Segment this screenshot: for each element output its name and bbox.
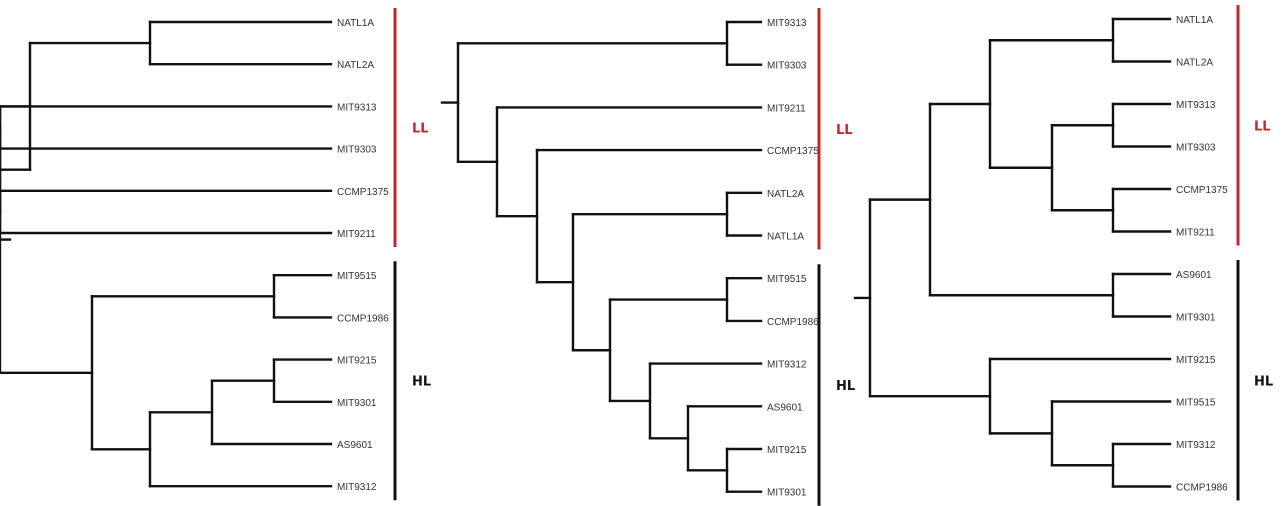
tree-1: NATL1A NATL2A MIT9313 MIT9303 CCMP1375 MIT921… bbox=[0, 8, 431, 501]
leaf-label: MIT9301 bbox=[337, 398, 377, 409]
leaf-label: CCMP1375 bbox=[337, 187, 389, 198]
leaf-label: MIT9215 bbox=[1176, 355, 1216, 366]
leaf-label: MIT9303 bbox=[337, 145, 377, 156]
leaf-label: CCMP1375 bbox=[1176, 185, 1228, 196]
leaf-label: MIT9313 bbox=[1176, 100, 1216, 111]
leaf-label: MIT9211 bbox=[767, 103, 806, 114]
tree-2: MIT9313 MIT9303 MIT9211 CCMP1375 NATL2A NATL1… bbox=[440, 8, 855, 506]
leaf-label: MIT9303 bbox=[1176, 143, 1216, 154]
leaf-label: NATL2A bbox=[767, 189, 804, 200]
leaf-label: MIT9312 bbox=[1176, 440, 1216, 451]
leaf-label: CCMP1986 bbox=[767, 317, 819, 328]
leaf-label: MIT9515 bbox=[337, 271, 377, 282]
group-label-hl: HL bbox=[412, 375, 431, 390]
leaf-label: MIT9313 bbox=[337, 102, 377, 113]
group-label-ll: LL bbox=[412, 122, 429, 137]
leaf-label: NATL2A bbox=[337, 60, 374, 71]
tree-3: NATL1A NATL2A MIT9313 MIT9303 CCMP1375 MIT921… bbox=[853, 5, 1273, 501]
leaf-label: CCMP1375 bbox=[767, 146, 819, 157]
leaf-label: AS9601 bbox=[767, 402, 803, 413]
leaf-label: CCMP1986 bbox=[337, 313, 389, 324]
leaf-label: NATL2A bbox=[1176, 58, 1213, 69]
group-label-ll: LL bbox=[1254, 119, 1271, 134]
leaf-label: MIT9312 bbox=[337, 482, 377, 493]
leaf-label: MIT9515 bbox=[767, 274, 807, 285]
leaf-label: MIT9313 bbox=[767, 18, 807, 29]
group-label-hl: HL bbox=[1254, 374, 1273, 389]
leaf-label: MIT9515 bbox=[1176, 398, 1216, 409]
leaf-label: MIT9215 bbox=[337, 356, 377, 367]
leaf-label: NATL1A bbox=[1176, 15, 1213, 26]
leaf-label: MIT9215 bbox=[767, 445, 807, 456]
group-label-hl: HL bbox=[836, 379, 855, 394]
leaf-label: MIT9303 bbox=[767, 61, 807, 72]
leaf-label: AS9601 bbox=[337, 440, 373, 451]
leaf-label: MIT9211 bbox=[337, 229, 376, 240]
group-label-ll: LL bbox=[836, 123, 853, 138]
leaf-label: MIT9312 bbox=[767, 360, 807, 371]
leaf-label: NATL1A bbox=[767, 232, 804, 243]
leaf-label: MIT9301 bbox=[1176, 313, 1216, 324]
leaf-label: MIT9211 bbox=[1176, 228, 1215, 239]
leaf-label: AS9601 bbox=[1176, 270, 1212, 281]
leaf-label: CCMP1986 bbox=[1176, 483, 1228, 494]
leaf-label: MIT9301 bbox=[767, 488, 807, 499]
leaf-label: NATL1A bbox=[337, 18, 374, 29]
